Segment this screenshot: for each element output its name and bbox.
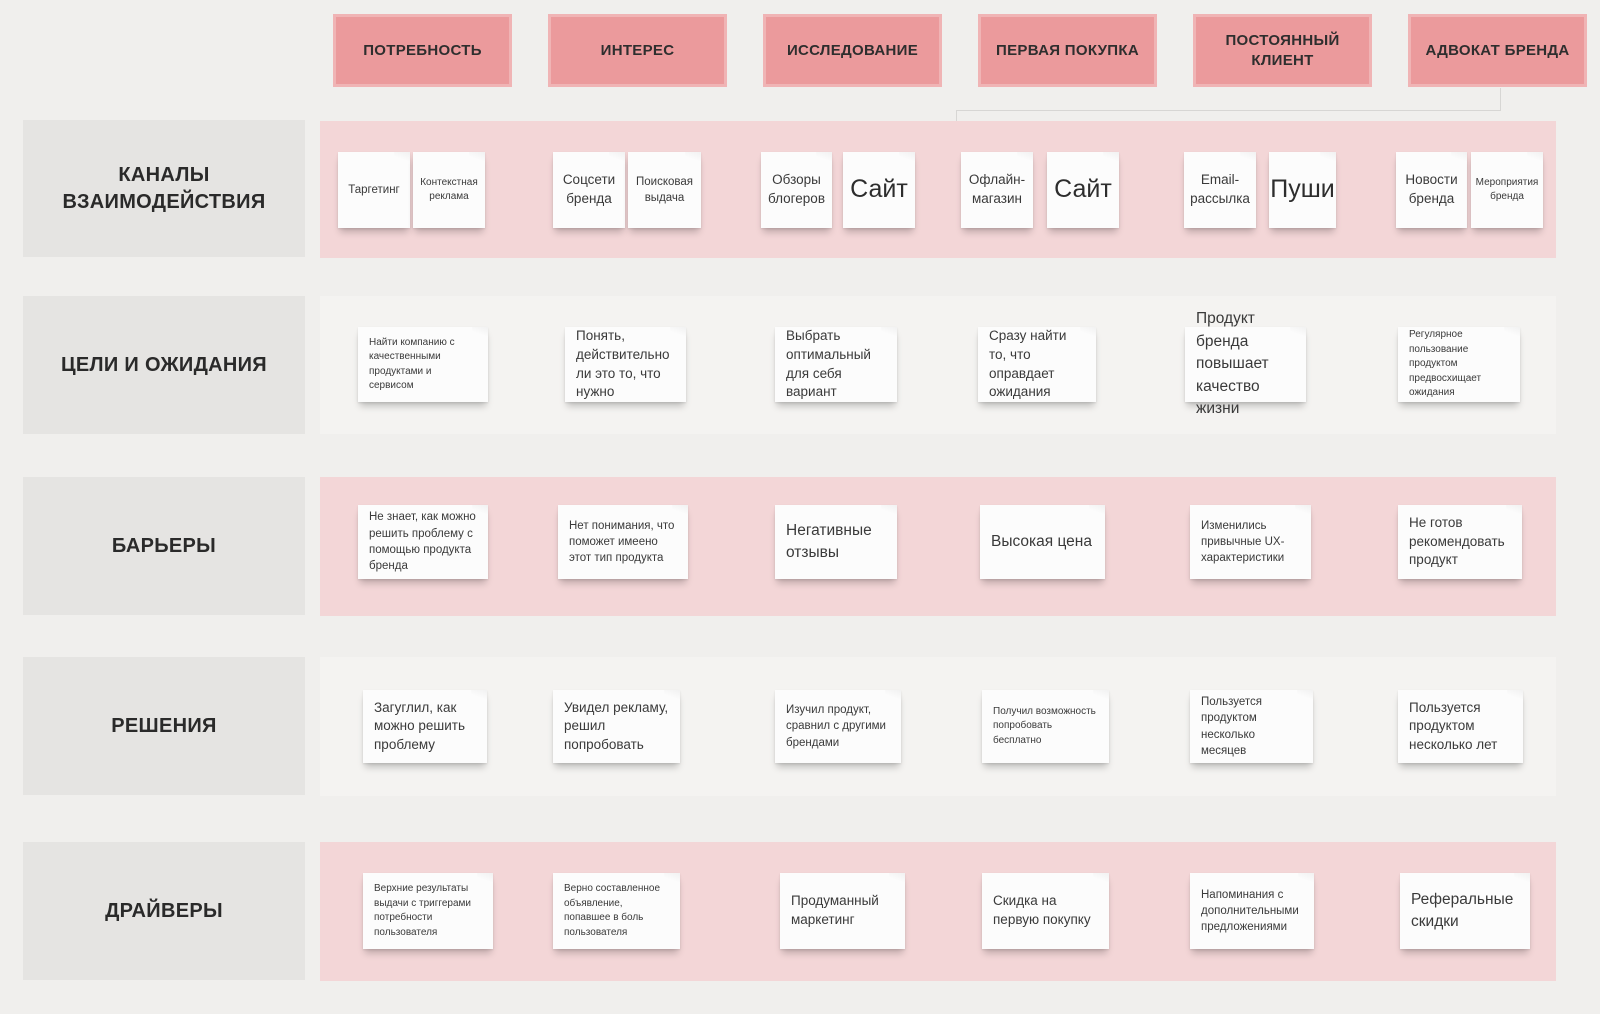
sticky-note[interactable]: Загуглил, как можно решить проблему xyxy=(363,690,487,763)
sticky-note[interactable]: Пользуется продуктом несколько лет xyxy=(1398,690,1523,763)
row-label-goals[interactable]: ЦЕЛИ И ОЖИДАНИЯ xyxy=(23,296,305,434)
sticky-note[interactable]: Увидел рекламу, решил попробовать xyxy=(553,690,680,763)
sticky-note[interactable]: Высокая цена xyxy=(980,505,1105,579)
stage-header-label: ПОТРЕБНОСТЬ xyxy=(363,41,482,59)
sticky-note[interactable]: Не знает, как можно решить проблему с по… xyxy=(358,505,488,579)
sticky-note[interactable]: Продукт бренда повышает качество жизни xyxy=(1185,310,1306,417)
stage-header[interactable]: ИССЛЕДОВАНИЕ xyxy=(763,14,942,87)
row-label-drivers[interactable]: ДРАЙВЕРЫ xyxy=(23,842,305,980)
sticky-note[interactable]: Получил возможность попробовать бесплатн… xyxy=(982,690,1109,763)
sticky-note[interactable]: Сайт xyxy=(843,152,915,228)
sticky-note[interactable]: Поисковая выдача xyxy=(628,152,701,228)
sticky-note[interactable]: Обзоры блогеров xyxy=(761,152,832,228)
stage-header[interactable]: ПОСТОЯННЫЙ КЛИЕНТ xyxy=(1193,14,1372,87)
sticky-note[interactable]: Изменились привычные UX-характеристики xyxy=(1190,505,1311,579)
sticky-note[interactable]: Не готов рекомендовать продукт xyxy=(1398,505,1522,579)
sticky-note[interactable]: Таргетинг xyxy=(338,152,410,228)
sticky-note[interactable]: Соцсети бренда xyxy=(553,152,625,228)
sticky-note[interactable]: Понять, действительно ли это то, что нуж… xyxy=(565,327,686,402)
stage-header[interactable]: ПЕРВАЯ ПОКУПКА xyxy=(978,14,1157,87)
stage-header-label: ПОСТОЯННЫЙ КЛИЕНТ xyxy=(1225,32,1340,69)
row-band-drivers xyxy=(320,842,1556,981)
row-label-solutions[interactable]: РЕШЕНИЯ xyxy=(23,657,305,795)
stage-header-label: ПЕРВАЯ ПОКУПКА xyxy=(996,41,1139,59)
sticky-note[interactable]: Верхние результаты выдачи с триггерами п… xyxy=(363,873,493,949)
connector-line xyxy=(956,110,957,122)
stage-header[interactable]: АДВОКАТ БРЕНДА xyxy=(1408,14,1587,87)
sticky-note[interactable]: Контекстная реклама xyxy=(413,152,485,228)
row-band-channels xyxy=(320,121,1556,258)
sticky-note[interactable]: Нет понимания, что поможет имеено этот т… xyxy=(558,505,688,579)
sticky-note[interactable]: Реферальные скидки xyxy=(1400,873,1530,949)
row-label-barriers[interactable]: БАРЬЕРЫ xyxy=(23,477,305,615)
sticky-note[interactable]: Офлайн-магазин xyxy=(961,152,1033,228)
stage-header[interactable]: ИНТЕРЕС xyxy=(548,14,727,87)
sticky-note[interactable]: Напоминания с дополнительными предложени… xyxy=(1190,873,1314,949)
sticky-note[interactable]: Изучил продукт, сравнил с другими бренда… xyxy=(775,690,901,763)
sticky-note[interactable]: Негативные отзывы xyxy=(775,505,897,579)
stage-header-label: ИНТЕРЕС xyxy=(600,41,675,59)
sticky-note[interactable]: Пользуется продуктом несколько месяцев xyxy=(1190,690,1313,763)
sticky-note[interactable]: Скидка на первую покупку xyxy=(982,873,1109,949)
sticky-note[interactable]: Мероприятия бренда xyxy=(1471,152,1543,228)
sticky-note[interactable]: Сайт xyxy=(1047,152,1119,228)
sticky-note[interactable]: Найти компанию с качественными продуктам… xyxy=(358,327,488,402)
stage-header-label: АДВОКАТ БРЕНДА xyxy=(1425,41,1570,59)
sticky-note[interactable]: Верно составленное объявление, попавшее … xyxy=(553,873,680,949)
row-band-barriers xyxy=(320,477,1556,616)
row-label-channels[interactable]: КАНАЛЫ ВЗАИМОДЕЙСТВИЯ xyxy=(23,120,305,257)
sticky-note[interactable]: Продуманный маркетинг xyxy=(780,873,905,949)
stage-header-label: ИССЛЕДОВАНИЕ xyxy=(786,41,919,59)
sticky-note[interactable]: Email-рассылка xyxy=(1184,152,1256,228)
row-band-solutions xyxy=(320,657,1556,796)
sticky-note[interactable]: Регулярное пользование продуктом предвос… xyxy=(1398,327,1520,402)
sticky-note[interactable]: Выбрать оптимальный для себя вариант xyxy=(775,327,897,402)
row-band-goals xyxy=(320,296,1556,434)
sticky-note[interactable]: Новости бренда xyxy=(1396,152,1467,228)
sticky-note[interactable]: Пуши xyxy=(1269,152,1336,228)
stage-header[interactable]: ПОТРЕБНОСТЬ xyxy=(333,14,512,87)
connector-line xyxy=(1500,88,1501,111)
sticky-note[interactable]: Сразу найти то, что оправдает ожидания xyxy=(978,327,1096,402)
connector-line xyxy=(956,110,1501,111)
